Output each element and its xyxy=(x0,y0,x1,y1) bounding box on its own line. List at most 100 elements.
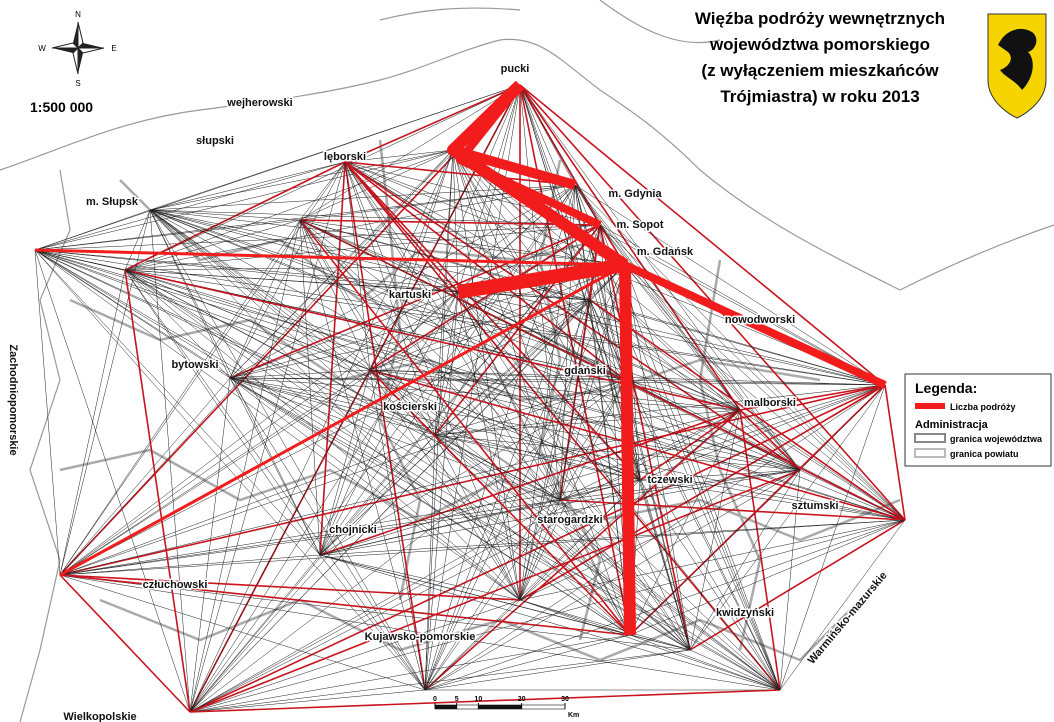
place-label: wejherowski xyxy=(226,97,292,109)
flow-line xyxy=(59,219,301,576)
flow-line xyxy=(519,84,561,501)
flow-line xyxy=(124,149,454,271)
flow-line xyxy=(424,634,631,691)
flow-line xyxy=(457,291,886,386)
flow-line xyxy=(319,519,906,556)
flow-line xyxy=(689,649,781,691)
flow-line xyxy=(519,469,801,601)
flow-line xyxy=(424,434,436,691)
flow-line xyxy=(124,269,886,386)
flow-line xyxy=(629,469,801,636)
main-flow xyxy=(34,248,626,267)
flow-line xyxy=(457,291,741,411)
flow-line xyxy=(124,224,601,271)
flow-line xyxy=(124,269,321,556)
flow-line xyxy=(299,219,321,556)
scale-tick-label: 0 xyxy=(433,696,437,703)
place-label: starogardzki xyxy=(537,514,602,526)
flow-line xyxy=(424,299,591,691)
flow-line xyxy=(229,184,576,379)
main-flow xyxy=(451,145,577,190)
flow-line xyxy=(124,209,151,271)
flow-line xyxy=(319,409,741,556)
flow-line xyxy=(149,84,521,211)
flow-line xyxy=(229,377,691,651)
flow-line xyxy=(149,209,626,381)
flow-line xyxy=(59,377,231,576)
main-flow xyxy=(623,261,887,389)
flow-line xyxy=(319,499,561,556)
flow-line xyxy=(34,161,346,251)
flow-line xyxy=(124,269,631,636)
flow-line xyxy=(629,634,691,651)
flow-line xyxy=(369,299,591,371)
main-flow xyxy=(619,264,636,636)
flow-line xyxy=(229,377,521,601)
flow-line xyxy=(149,209,371,371)
flow-line xyxy=(452,149,521,601)
flow-line xyxy=(189,369,371,713)
flow-line xyxy=(229,377,631,636)
flow-line xyxy=(624,264,906,521)
flow-line xyxy=(369,369,426,691)
place-label: pucki xyxy=(501,63,530,75)
flow-line xyxy=(229,377,886,386)
coat-of-arms xyxy=(987,13,1047,119)
flow-line xyxy=(574,184,741,411)
scale-text: 1:500 000 xyxy=(30,99,93,115)
flow-line xyxy=(434,409,741,436)
flow-line xyxy=(299,161,346,221)
flow-line xyxy=(599,224,886,386)
flow-line xyxy=(229,161,346,379)
flow-line xyxy=(149,209,741,411)
flow-line xyxy=(34,249,321,556)
flow-line xyxy=(424,649,691,691)
flow-line xyxy=(344,161,781,691)
place-label: sztumski xyxy=(791,500,838,512)
flow-line xyxy=(344,161,626,266)
flow-line xyxy=(149,209,886,386)
flow-line xyxy=(589,299,906,521)
region-label: Kujawsko-pomorskie xyxy=(365,631,476,643)
place-label: m. Gdańsk xyxy=(637,246,694,258)
flow-line xyxy=(624,264,741,411)
flow-line xyxy=(344,161,521,601)
place-label: bytowski xyxy=(171,359,218,371)
flow-line xyxy=(189,161,346,713)
flow-line xyxy=(149,161,346,211)
flow-line xyxy=(34,149,454,251)
flow-line xyxy=(739,384,886,411)
legend-swatch xyxy=(914,448,946,458)
flow-line xyxy=(344,84,521,163)
compass-e: E xyxy=(111,44,116,53)
flow-line xyxy=(424,409,741,691)
flow-line xyxy=(344,161,371,371)
flow-line xyxy=(34,249,426,691)
title-line: województwa pomorskiego xyxy=(709,35,930,54)
flow-line xyxy=(34,184,576,251)
county-border xyxy=(99,579,881,662)
flow-line xyxy=(344,161,741,411)
flow-line xyxy=(344,149,454,163)
legend-subtitle: Administracja xyxy=(915,419,989,431)
flow-line xyxy=(369,224,601,371)
flow-line xyxy=(424,599,521,691)
flow-line xyxy=(189,299,591,713)
compass-n: N xyxy=(75,10,81,19)
flow-line xyxy=(519,499,561,601)
main-flow xyxy=(456,258,627,299)
flow-line xyxy=(589,299,691,651)
scale-tick-label: 20 xyxy=(518,696,526,703)
flow-line xyxy=(629,384,886,636)
flow-line xyxy=(124,264,626,271)
flow-line xyxy=(319,184,576,556)
flow-line xyxy=(299,219,459,293)
flow-line xyxy=(369,369,561,501)
flow-line xyxy=(34,249,436,436)
scale-tick-label: 5 xyxy=(455,696,459,703)
flow-line xyxy=(559,499,631,636)
flow-line xyxy=(34,249,191,713)
place-label: kwidzyński xyxy=(716,607,774,619)
place-label: tczewski xyxy=(647,474,692,486)
flow-line xyxy=(34,249,61,576)
